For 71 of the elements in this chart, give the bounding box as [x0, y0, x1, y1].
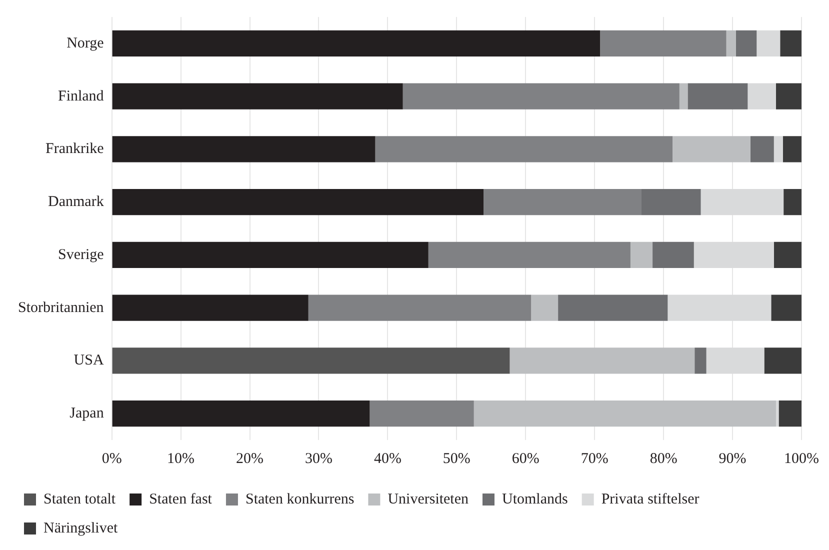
bar — [402, 83, 680, 110]
bar — [780, 30, 802, 57]
bar — [600, 30, 726, 57]
bar — [112, 242, 428, 268]
bar — [484, 188, 642, 216]
bar — [726, 30, 736, 57]
bar — [774, 242, 802, 268]
bar — [774, 136, 783, 162]
bar — [308, 294, 532, 321]
bar — [531, 294, 558, 321]
x-tick-label: 50% — [442, 450, 470, 467]
bar — [694, 242, 774, 268]
y-tick-label: Frankrike — [45, 141, 104, 158]
bar — [668, 294, 772, 321]
bar — [370, 400, 474, 427]
legend-label: Universiteten — [388, 491, 470, 508]
bar — [652, 242, 694, 268]
bar — [679, 83, 688, 110]
bar — [778, 400, 802, 427]
bar — [784, 188, 802, 216]
x-tick-label: 0% — [102, 450, 122, 467]
bar — [428, 242, 630, 268]
x-tick-label: 20% — [236, 450, 264, 467]
bar — [112, 348, 510, 374]
bar — [771, 294, 802, 321]
x-tick-label: 100% — [784, 450, 819, 467]
legend-label: Staten totalt — [44, 491, 116, 508]
x-tick-label: 10% — [167, 450, 195, 467]
x-tick-label: 90% — [718, 450, 746, 467]
y-tick-label: USA — [74, 352, 104, 369]
bar — [112, 136, 376, 162]
bar — [112, 188, 484, 216]
bar — [764, 348, 802, 374]
x-tick-label: 70% — [580, 450, 608, 467]
y-tick-label: Finland — [58, 88, 104, 104]
bar — [672, 136, 750, 162]
bar — [750, 136, 774, 162]
bar — [112, 400, 370, 427]
bar — [112, 294, 308, 321]
y-tick-label: Norge — [66, 35, 104, 52]
legend-label: Staten konkurrens — [245, 491, 354, 508]
bar — [112, 83, 403, 110]
bar — [748, 83, 776, 110]
legend-label: Privata stiftelser — [601, 491, 700, 508]
bar — [688, 83, 748, 110]
bar — [474, 400, 776, 427]
y-tick-label: Storbritannien — [18, 300, 104, 316]
bar — [694, 348, 706, 374]
bar — [558, 294, 668, 321]
bar — [641, 188, 701, 216]
bar — [776, 83, 802, 110]
y-tick-label: Danmark — [48, 194, 104, 210]
x-tick-label: 80% — [650, 450, 678, 467]
y-tick-label: Sverige — [58, 246, 104, 263]
legend-label: Staten fast — [149, 491, 213, 508]
x-tick-label: 40% — [374, 450, 402, 467]
bar — [776, 400, 779, 427]
bar — [700, 188, 784, 216]
bar — [630, 242, 653, 268]
y-tick-label: Japan — [70, 406, 104, 422]
bar — [782, 136, 802, 162]
bar — [510, 348, 695, 374]
bar — [756, 30, 780, 57]
legend-label: Näringslivet — [44, 520, 118, 536]
bar — [375, 136, 673, 162]
x-tick-label: 30% — [304, 450, 332, 467]
x-tick-label: 60% — [512, 450, 540, 467]
bar — [706, 348, 764, 374]
bar — [112, 30, 600, 57]
bar — [736, 30, 757, 57]
legend-label: Utomlands — [502, 491, 568, 508]
